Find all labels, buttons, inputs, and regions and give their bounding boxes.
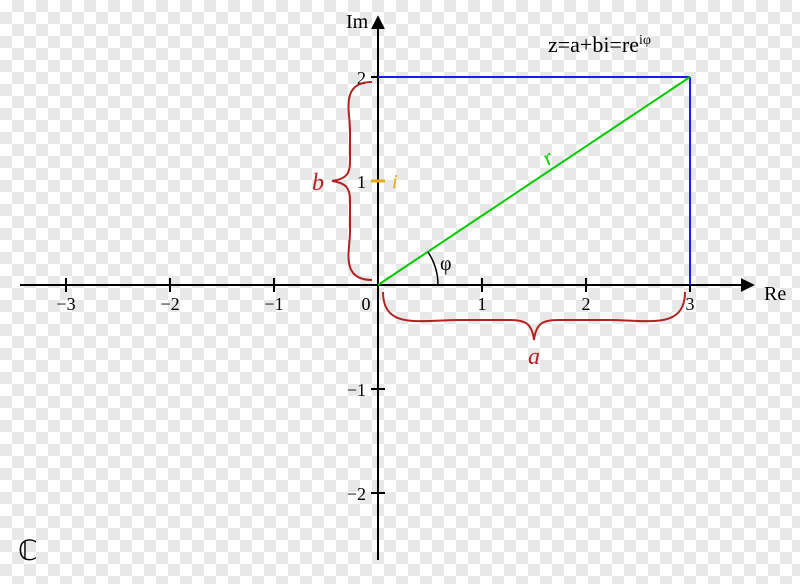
svg-text:1: 1 <box>478 294 487 314</box>
angle-arc <box>428 252 438 285</box>
svg-text:3: 3 <box>686 294 695 314</box>
axis-label-re: Re <box>764 283 786 305</box>
phi-label: φ <box>440 253 452 275</box>
axis-label-im: Im <box>346 11 369 33</box>
svg-text:1: 1 <box>357 172 366 192</box>
i-label: i <box>392 171 398 193</box>
brace-a <box>383 292 685 340</box>
complex-plane-diagram: −3 −2 −1 0 1 2 3 2 1 −1 −2 Re Im φ i r b… <box>0 0 800 584</box>
complex-set-symbol: ℂ <box>18 536 38 567</box>
svg-text:−2: −2 <box>160 294 179 314</box>
a-label: a <box>528 344 540 370</box>
svg-text:z=a+bi=reiφ: z=a+bi=reiφ <box>548 32 651 57</box>
svg-text:−2: −2 <box>347 484 366 504</box>
svg-text:2: 2 <box>582 294 591 314</box>
equation: z=a+bi=reiφ <box>548 32 651 57</box>
svg-text:−1: −1 <box>264 294 283 314</box>
svg-text:0: 0 <box>362 294 371 314</box>
b-label: b <box>312 170 324 196</box>
brace-b <box>332 82 372 280</box>
svg-text:−3: −3 <box>56 294 75 314</box>
svg-text:−1: −1 <box>347 380 366 400</box>
r-label: r <box>537 144 558 170</box>
radius-line <box>378 77 690 285</box>
x-tick-labels: −3 −2 −1 0 1 2 3 <box>56 294 694 314</box>
